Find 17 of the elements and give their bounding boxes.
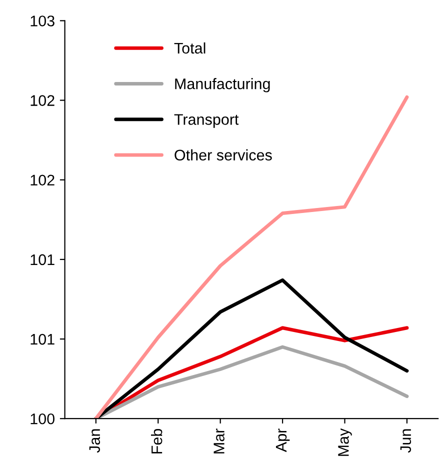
y-tick-label: 101 xyxy=(30,334,54,345)
legend-label: Total xyxy=(174,42,206,54)
y-tick-label: 103 xyxy=(30,16,54,26)
y-tick-label: 102 xyxy=(30,95,54,106)
y-tick-label: 100 xyxy=(30,413,54,424)
x-tick-label: Feb xyxy=(151,428,162,454)
x-tick-label: May xyxy=(338,428,352,456)
line-series xyxy=(94,95,409,419)
x-tick-label: Jan xyxy=(89,429,100,453)
legend-label: Manufacturing xyxy=(175,78,270,92)
y-tick-label: 102 xyxy=(30,174,54,186)
legend-label: Transport xyxy=(174,114,239,128)
x-tick-label: Jun xyxy=(400,429,412,453)
x-tick-label: Mar xyxy=(214,428,224,454)
legend-label: Other services xyxy=(174,149,272,161)
y-tick-label: 101 xyxy=(30,254,54,266)
x-tick-label: Apr xyxy=(276,428,290,452)
